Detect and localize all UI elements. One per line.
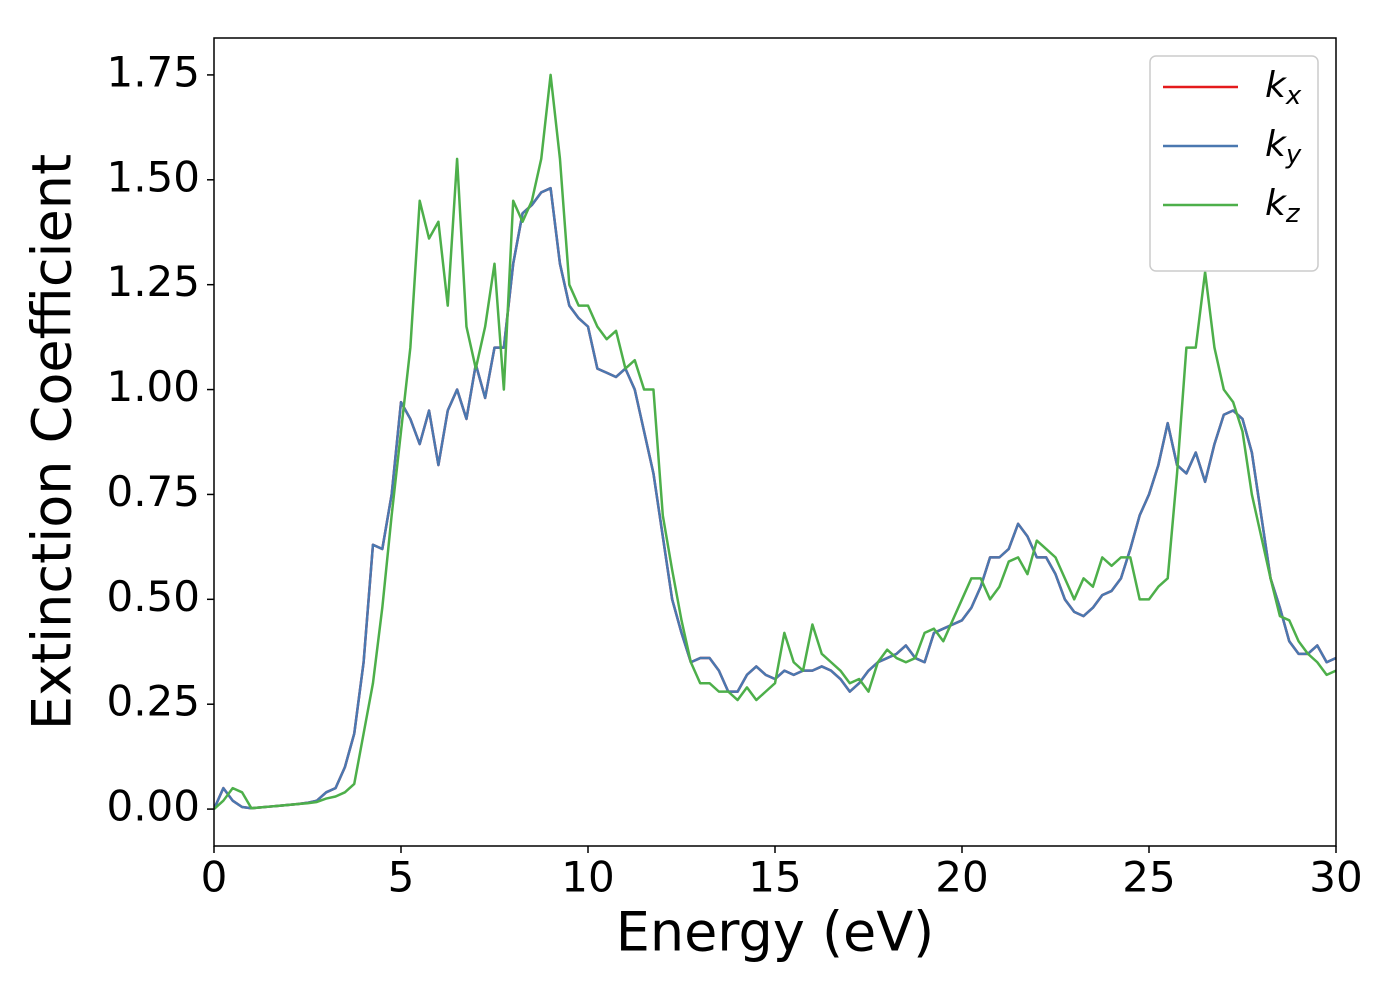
y-tick-label: 0.50 (106, 572, 200, 621)
legend-box (1149, 55, 1319, 272)
y-tick-label: 0.00 (106, 782, 200, 831)
x-axis-label: Energy (eV) (616, 901, 935, 964)
y-tick-label: 0.25 (106, 677, 200, 726)
y-tick-label: 1.00 (106, 362, 200, 411)
x-tick-label: 15 (748, 853, 801, 902)
series-line (214, 73, 1336, 811)
x-tick-label: 20 (935, 853, 988, 902)
y-tick-label: 0.75 (106, 467, 200, 516)
plot-frame (213, 37, 1337, 847)
y-tick-label: 1.50 (106, 152, 200, 201)
y-tick-label: 1.25 (106, 257, 200, 306)
x-tick-label: 0 (201, 853, 228, 902)
x-tick-label: 30 (1309, 853, 1362, 902)
x-tick-label: 25 (1122, 853, 1175, 902)
legend-label: kx (1265, 65, 1302, 111)
y-axis-label: Extinction Coefficient (21, 154, 84, 730)
legend-label: kz (1265, 183, 1301, 229)
x-tick-label: 10 (561, 853, 614, 902)
series-line (214, 186, 1336, 810)
y-tick-label: 1.75 (106, 47, 200, 96)
series-line (214, 186, 1336, 810)
x-tick-label: 5 (388, 853, 415, 902)
legend-label: ky (1265, 124, 1302, 170)
